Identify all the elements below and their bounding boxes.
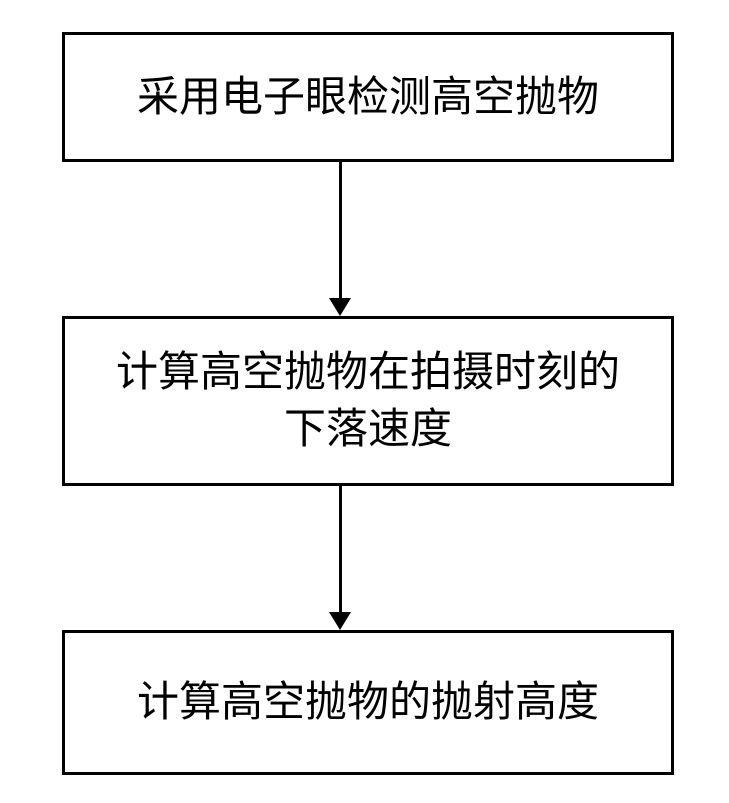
- flow-box-step3: 计算高空抛物的抛射高度: [62, 630, 674, 775]
- flow-box-step2: 计算高空抛物在拍摄时刻的 下落速度: [62, 316, 674, 486]
- flow-box-step1: 采用电子眼检测高空抛物: [62, 32, 674, 162]
- flowchart-canvas: 采用电子眼检测高空抛物计算高空抛物在拍摄时刻的 下落速度计算高空抛物的抛射高度: [0, 0, 729, 803]
- arrow-head-arrow2: [329, 612, 351, 630]
- arrow-head-arrow1: [329, 298, 351, 316]
- flow-box-label: 计算高空抛物在拍摄时刻的 下落速度: [116, 344, 620, 457]
- flow-box-label: 采用电子眼检测高空抛物: [137, 69, 599, 126]
- arrow-line-arrow2: [339, 486, 342, 612]
- flow-box-label: 计算高空抛物的抛射高度: [137, 674, 599, 731]
- arrow-line-arrow1: [339, 162, 342, 298]
